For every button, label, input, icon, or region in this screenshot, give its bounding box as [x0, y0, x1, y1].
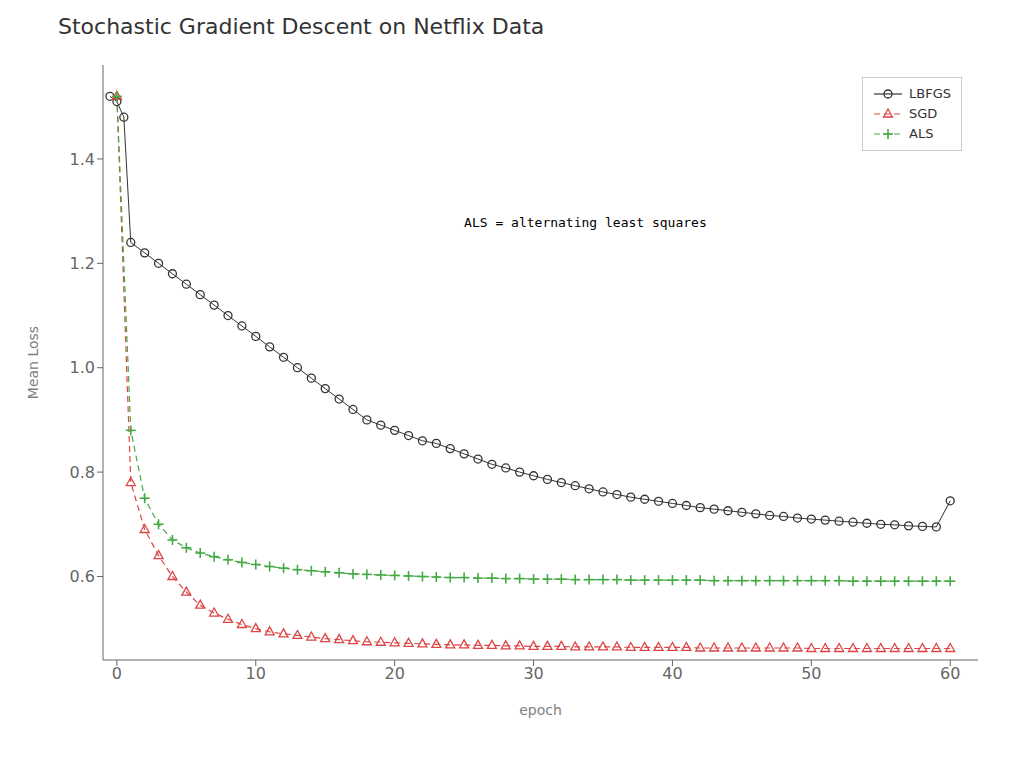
svg-text:1.2: 1.2 [70, 254, 95, 273]
html-text:Stochastic Gradient Descent on: Stochastic Gradient Descent on Netflix D… [58, 14, 545, 39]
svg-text:Mean Loss: Mean Loss [25, 326, 41, 399]
svg-text:0.8: 0.8 [70, 463, 95, 482]
svg-text:50: 50 [801, 664, 821, 683]
svg-text:40: 40 [662, 664, 682, 683]
html-text:SGD: SGD [909, 106, 938, 121]
svg-text:1.0: 1.0 [70, 358, 95, 377]
svg-text:ALS = alternating least square: ALS = alternating least squares [464, 215, 707, 230]
svg-text:0.6: 0.6 [70, 567, 95, 586]
svg-text:epoch: epoch [519, 702, 562, 718]
svg-text:1.4: 1.4 [70, 150, 95, 169]
svg-text:30: 30 [523, 664, 543, 683]
html-text:ALS: ALS [909, 126, 934, 141]
svg-text:60: 60 [940, 664, 960, 683]
html-text:LBFGS: LBFGS [909, 86, 951, 101]
svg-text:20: 20 [384, 664, 404, 683]
svg-text:10: 10 [246, 664, 266, 683]
svg-text:0: 0 [112, 664, 122, 683]
